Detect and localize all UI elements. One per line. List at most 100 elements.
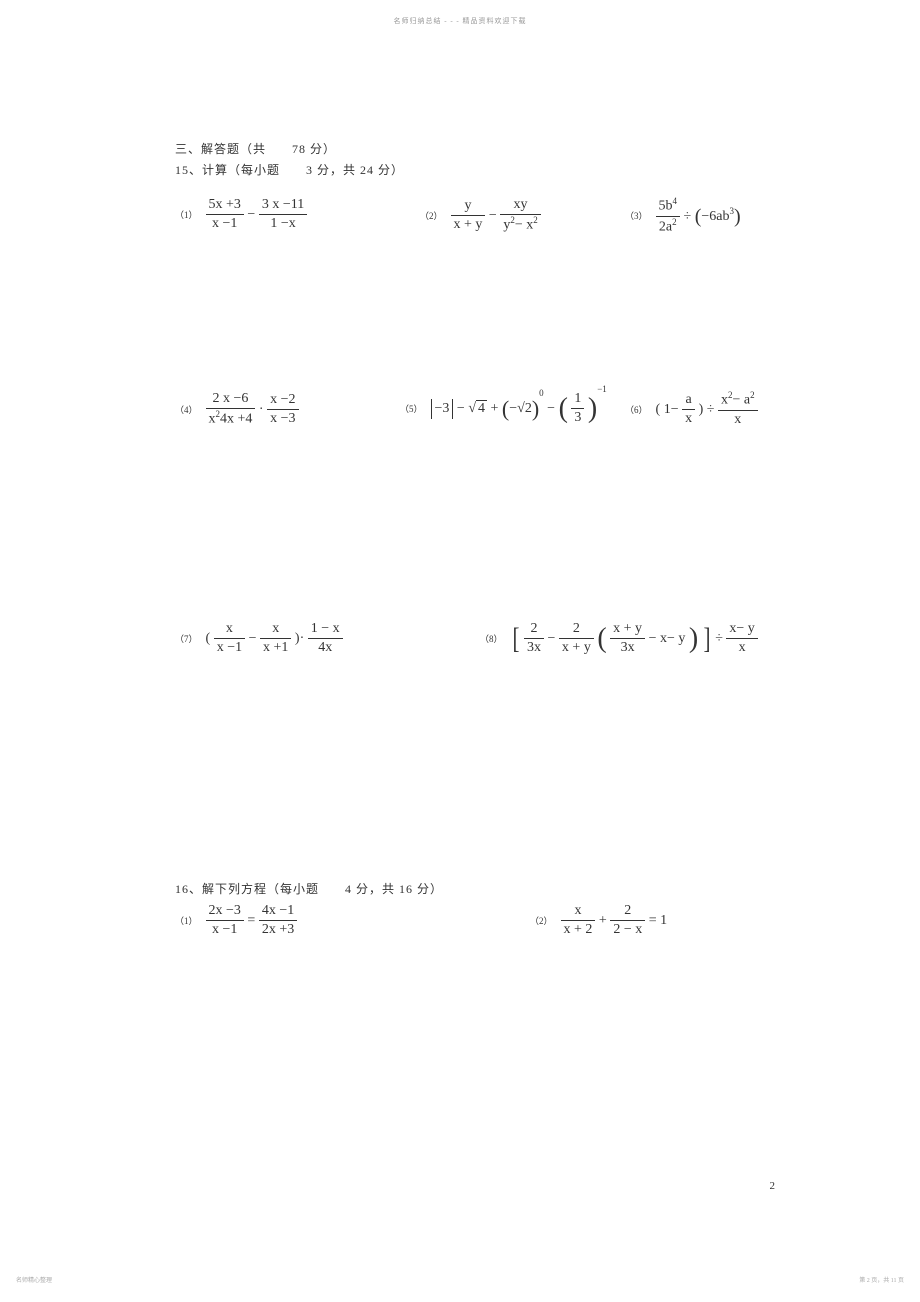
p5-sqrt: √4 [468,400,487,416]
p8-pl: ( [597,623,606,655]
e1-f2n: 4x −1 [259,902,297,921]
p6-div: ÷ [707,402,715,417]
q16-title: 16、解下列方程（每小题 4 分，共 16 分） [175,880,443,898]
e2-eq: = 1 [649,913,667,928]
problem-3: （3） 5b42a2 ÷ (−6ab3) [625,196,741,237]
p7-pl: ( [206,631,211,646]
p8-f4n: x− y [726,620,757,639]
p7-f3n: 1 − x [308,620,343,639]
p7-f1d: x −1 [214,639,245,657]
equation-1: （1） 2x −3x −1 = 4x −12x +3 [175,902,297,939]
p2-f1num: y [451,197,486,216]
problem-6: （6） ( 1− ax ) ÷ x2− a2x [625,390,758,429]
p5-plus: + [491,401,499,416]
p7-f2d: x +1 [260,639,291,657]
p4-f1num: 2 x −6 [206,390,256,409]
p7-label: （7） [175,634,198,644]
e2-f1d: x + 2 [561,921,596,939]
p8-f3n: x + y [610,620,645,639]
p5-abs: −3 [431,399,454,419]
page-number: 2 [770,1180,776,1192]
p8-m1: − [548,631,556,646]
problem-4: （4） 2 x −6x24x +4 · x −2x −3 [175,390,299,429]
p1-op: − [247,207,255,222]
p2-op: − [489,208,497,223]
content-block: 三、解答题（共 78 分） 15、计算（每小题 3 分，共 24 分） [175,140,775,178]
problem-2: （2） yx + y − xyy2− x2 [420,196,541,235]
p3-innerexp: 3 [729,206,734,216]
p3-inner: −6ab [701,209,729,224]
p6-f2d: x [718,411,758,429]
p2-f1den: x + y [451,216,486,234]
p1-f1den: x −1 [206,215,244,233]
equation-2: （2） xx + 2 + 22 − x = 1 [530,902,667,939]
p5-p2r: ) [588,393,597,425]
p4-label: （4） [175,405,198,415]
p8-pr: ) [689,623,698,655]
p3-parr: ) [734,205,741,227]
p6-f1d: x [682,410,695,428]
p3-op: ÷ [684,209,692,224]
p8-f2n: 2 [559,620,594,639]
q15-title: 15、计算（每小题 3 分，共 24 分） [175,161,775,178]
p1-f1num: 5x +3 [206,196,244,215]
header-watermark: 名师归纳总结 - - - 精品资料欢迎下载 [394,16,527,26]
p8-f1n: 2 [524,620,544,639]
p2-label: （2） [420,211,443,221]
problem-row-1: （1） 5x +3x −1 − 3 x −111 −x [175,196,307,233]
p5-p1r: ) [532,396,539,421]
p3-f1num: 5b4 [656,196,681,217]
p7-pr: )· [295,631,304,646]
section-three-title: 三、解答题（共 78 分） [175,140,775,157]
problem-7: （7） ( xx −1 − xx +1 )· 1 − x4x [175,620,343,657]
p5-m2: − [547,401,555,416]
p8-lsb: [ [512,622,519,656]
e2-f1n: x [561,902,596,921]
p3-label: （3） [625,211,648,221]
p6-f1n: a [682,391,695,410]
p8-f4d: x [726,639,757,657]
p4-f2num: x −2 [267,391,298,410]
e1-f1d: x −1 [206,921,244,939]
p2-f2den: y2− x2 [500,215,540,235]
e2-plus: + [599,913,607,928]
p1-label: （1） [175,210,198,220]
p5-en1: −1 [597,384,607,394]
p5-ns2: −√2 [509,401,532,416]
e2-label: （2） [530,916,553,926]
p5-fn: 1 [571,390,584,409]
p5-p2l: ( [559,393,568,425]
e2-f2d: 2 − x [610,921,645,939]
p8-div: ÷ [715,631,723,646]
p6-f2n: x2− a2 [718,390,758,411]
p1-f2den: 1 −x [259,215,307,233]
p5-m1: − [457,401,465,416]
e1-eq: = [247,913,255,928]
problem-8: （8） [ 23x − 2x + y ( x + y3x − x− y ) ] … [480,620,758,657]
p6-pl: ( [656,402,661,417]
p8-f2d: x + y [559,639,594,657]
p6-label: （6） [625,405,648,415]
p8-label: （8） [480,634,503,644]
p7-f1n: x [214,620,245,639]
p7-m: − [249,631,257,646]
p2-f2num: xy [500,196,540,215]
e2-f2n: 2 [610,902,645,921]
footer-left: 名师精心整理 [16,1275,52,1284]
p4-f1den: x24x +4 [206,409,256,429]
p5-label: （5） [400,404,423,414]
p6-pr: ) [699,402,704,417]
p5-e0: 0 [539,388,544,398]
p1-f2num: 3 x −11 [259,196,307,215]
p6-one: 1− [664,402,679,417]
p8-f3d: 3x [610,639,645,657]
p4-f2den: x −3 [267,410,298,428]
p3-f1den: 2a2 [656,217,681,237]
p8-m2: − x− y [649,631,686,646]
e1-label: （1） [175,916,198,926]
p8-rsb: ] [703,622,710,656]
p4-op: · [259,402,264,417]
p7-f3d: 4x [308,639,343,657]
problem-5: （5） −3 − √4 + (−√2)0 − ( 13 )−1 [400,390,607,427]
p5-fd: 3 [571,409,584,427]
